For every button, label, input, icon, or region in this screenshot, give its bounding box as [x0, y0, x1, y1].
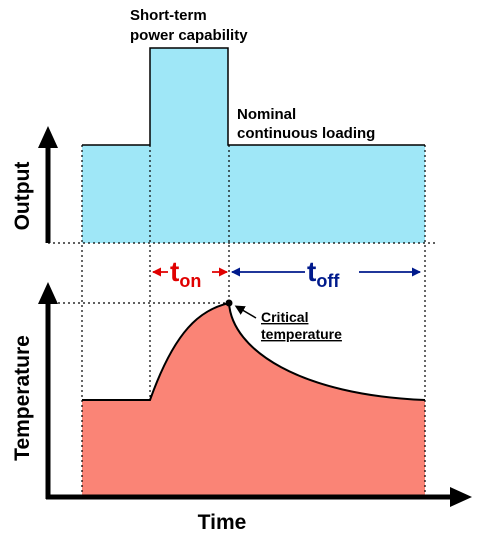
critical-point	[225, 299, 233, 307]
guides	[48, 145, 436, 497]
peak-label: power capability	[130, 27, 248, 44]
t-off-bg	[305, 256, 359, 286]
critical-label: temperature	[261, 326, 342, 342]
output-axis-label: Output	[11, 162, 34, 231]
temperature-area	[82, 303, 425, 497]
nominal-label: Nominal	[237, 106, 296, 123]
critical-label: Critical	[261, 309, 308, 325]
critical-arrow	[234, 305, 257, 319]
t-on-sub: on	[179, 271, 201, 291]
temperature-line	[82, 301, 426, 401]
output-line	[82, 47, 425, 146]
peak-label: Short-term	[130, 7, 207, 24]
t-off-sub: off	[316, 271, 340, 291]
t-on-main: t	[170, 256, 179, 287]
nominal-label: continuous loading	[237, 125, 375, 142]
t-off-label: toff	[307, 256, 340, 291]
t-on-bg	[168, 256, 212, 286]
t-on-label: ton	[170, 256, 201, 291]
temperature-axis-label: Temperature	[11, 335, 34, 461]
time-axis-label: Time	[198, 511, 247, 534]
t-off-main: t	[307, 256, 316, 287]
